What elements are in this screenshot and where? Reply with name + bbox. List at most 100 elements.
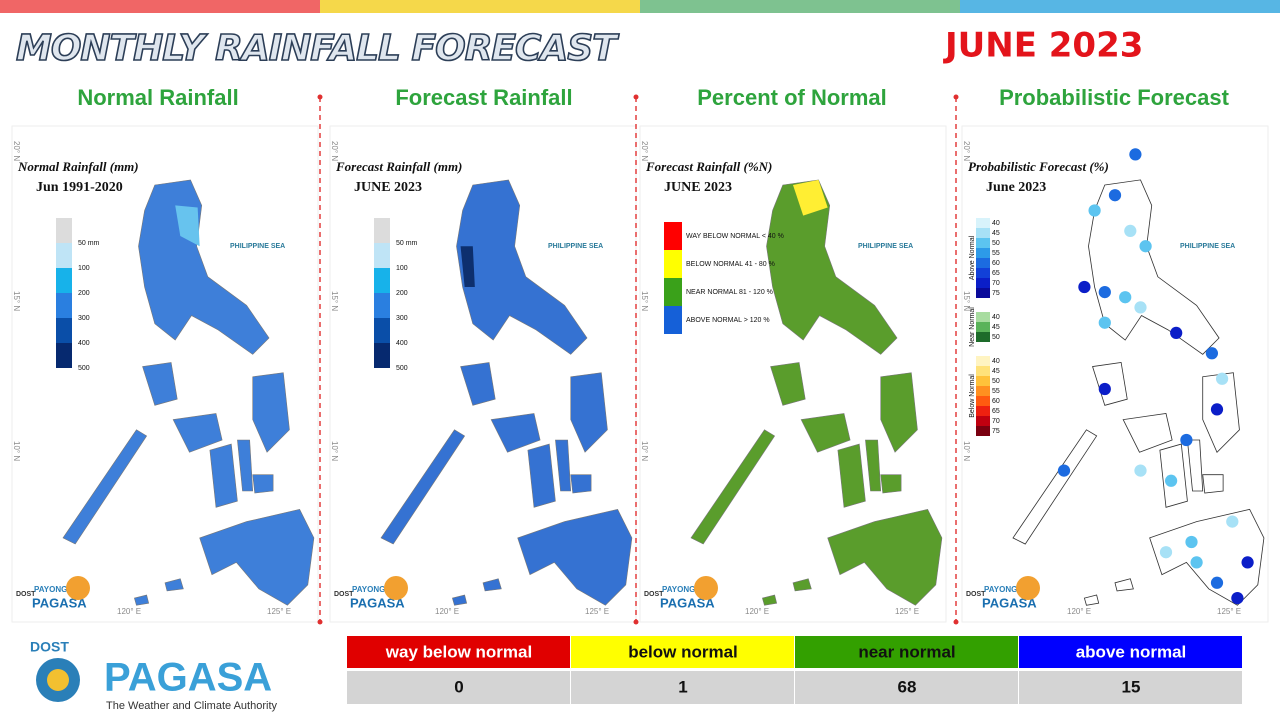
legend-swatch — [976, 218, 990, 228]
map — [1012, 148, 1265, 606]
logo-sun — [47, 669, 69, 691]
legend-label: 45 — [992, 230, 1000, 237]
map-title: Forecast Rainfall (mm) — [335, 159, 462, 174]
legend-swatch — [976, 312, 990, 322]
period: JUNE 2023 — [943, 26, 1143, 66]
station-dot — [1164, 474, 1178, 487]
legend-swatch — [976, 376, 990, 386]
title: MONTHLY RAINFALL FORECAST — [16, 28, 619, 69]
map-title: Probabilistic Forecast (%) — [968, 159, 1109, 174]
table-header-cell — [1019, 636, 1242, 668]
table-value-cell — [795, 671, 1018, 704]
divider-end — [953, 94, 959, 100]
panel-heading: Normal Rainfall — [77, 85, 238, 110]
legend-swatch — [56, 218, 72, 243]
payong-name: PAGASA — [660, 595, 715, 610]
table-header-cell — [571, 636, 794, 668]
lat-label: 10° N — [12, 441, 21, 461]
table-value: 1 — [678, 677, 687, 696]
map-panel: Normal Rainfall (mm) Jun 1991-2020 PHILIPP… — [11, 125, 319, 623]
legend-label: NEAR NORMAL 81 - 120 % — [686, 289, 773, 296]
legend-label: 500 — [78, 365, 90, 372]
legend-swatch — [976, 396, 990, 406]
legend-label: 300 — [78, 315, 90, 322]
sea-label: PHILIPPINE SEA — [230, 243, 285, 250]
payong-dost: DOST — [644, 591, 664, 598]
legend-label: 75 — [992, 428, 1000, 435]
umbrella — [694, 576, 718, 600]
legend-label: 55 — [992, 250, 1000, 257]
map-subtitle: Jun 1991-2020 — [36, 180, 123, 195]
umbrella — [1016, 576, 1040, 600]
lat-label: 15° N — [640, 291, 649, 311]
lon-label: 120° E — [435, 607, 459, 616]
legend-swatch — [976, 288, 990, 298]
station-dot — [1170, 326, 1183, 340]
station-dot — [1129, 148, 1142, 161]
payong-label: PAYONG — [34, 585, 67, 594]
legend-label: 70 — [992, 280, 1000, 287]
legend-swatch — [976, 258, 990, 268]
table-header: near normal — [858, 642, 955, 661]
legend-swatch — [56, 318, 72, 343]
legend-label: 40 — [992, 314, 1000, 321]
station-dot — [1215, 372, 1229, 385]
legend-label: WAY BELOW NORMAL < 40 % — [686, 233, 784, 240]
lat-label: 10° N — [640, 441, 649, 461]
pagasa-logo: DOST PAGASA The Weather and Climate Auth… — [30, 639, 277, 712]
legend-label: 400 — [396, 340, 408, 347]
sea-label: PHILIPPINE SEA — [1180, 243, 1235, 250]
lat-label: 15° N — [12, 291, 21, 311]
map-subtitle: JUNE 2023 — [664, 180, 732, 195]
lon-label: 125° E — [267, 607, 291, 616]
logo-name: PAGASA — [104, 656, 272, 700]
panel-heading: Percent of Normal — [697, 85, 887, 110]
table-value: 15 — [1122, 677, 1141, 696]
panels: Normal Rainfall Normal Rainfall (mm) Jun 1… — [11, 85, 1269, 625]
legend-swatch — [976, 322, 990, 332]
lon-label: 120° E — [1067, 607, 1091, 616]
legend-swatch — [56, 268, 72, 293]
station-dot — [1180, 433, 1193, 447]
divider-end — [953, 619, 959, 625]
legend-swatch — [664, 250, 682, 278]
summary-table: way below normal 0 below normal 1 near norma… — [347, 636, 1242, 704]
legend-swatch — [374, 268, 390, 293]
station-dot — [1205, 347, 1219, 360]
map-region — [793, 179, 828, 216]
panel-heading: Probabilistic Forecast — [999, 85, 1230, 110]
divider-end — [633, 94, 639, 100]
legend-label: 65 — [992, 408, 1000, 415]
lat-label: 20° N — [12, 141, 21, 161]
station-dot — [1134, 301, 1147, 314]
legend-swatch — [374, 218, 390, 243]
payong-label: PAYONG — [984, 585, 1017, 594]
table-header: below normal — [628, 642, 738, 661]
table-header-cell — [347, 636, 570, 668]
legend-swatch — [976, 366, 990, 376]
table-header: above normal — [1076, 642, 1187, 661]
legend-swatch — [374, 243, 390, 268]
map-panel: Forecast Rainfall (%N) JUNE 2023 PHILIPPIN… — [639, 125, 947, 623]
station-dot — [1159, 546, 1173, 559]
legend-swatch — [976, 248, 990, 258]
table-value-cell — [571, 671, 794, 704]
legend-label: ABOVE NORMAL > 120 % — [686, 317, 770, 324]
lat-label: 15° N — [962, 291, 971, 311]
legend-group-title: Above Normal — [969, 235, 976, 280]
station-dot — [1139, 240, 1152, 253]
payong-name: PAGASA — [350, 595, 405, 610]
divider-end — [317, 94, 323, 100]
station-dot — [1210, 403, 1224, 416]
legend-swatch — [56, 293, 72, 318]
legend-swatch — [976, 406, 990, 416]
legend-label: 200 — [78, 290, 90, 297]
lat-label: 10° N — [330, 441, 339, 461]
legend-label: 40 — [992, 358, 1000, 365]
lon-label: 125° E — [1217, 607, 1241, 616]
legend-swatch — [976, 332, 990, 342]
table-header-cell — [795, 636, 1018, 668]
legend-swatch — [976, 386, 990, 396]
legend-swatch — [374, 318, 390, 343]
